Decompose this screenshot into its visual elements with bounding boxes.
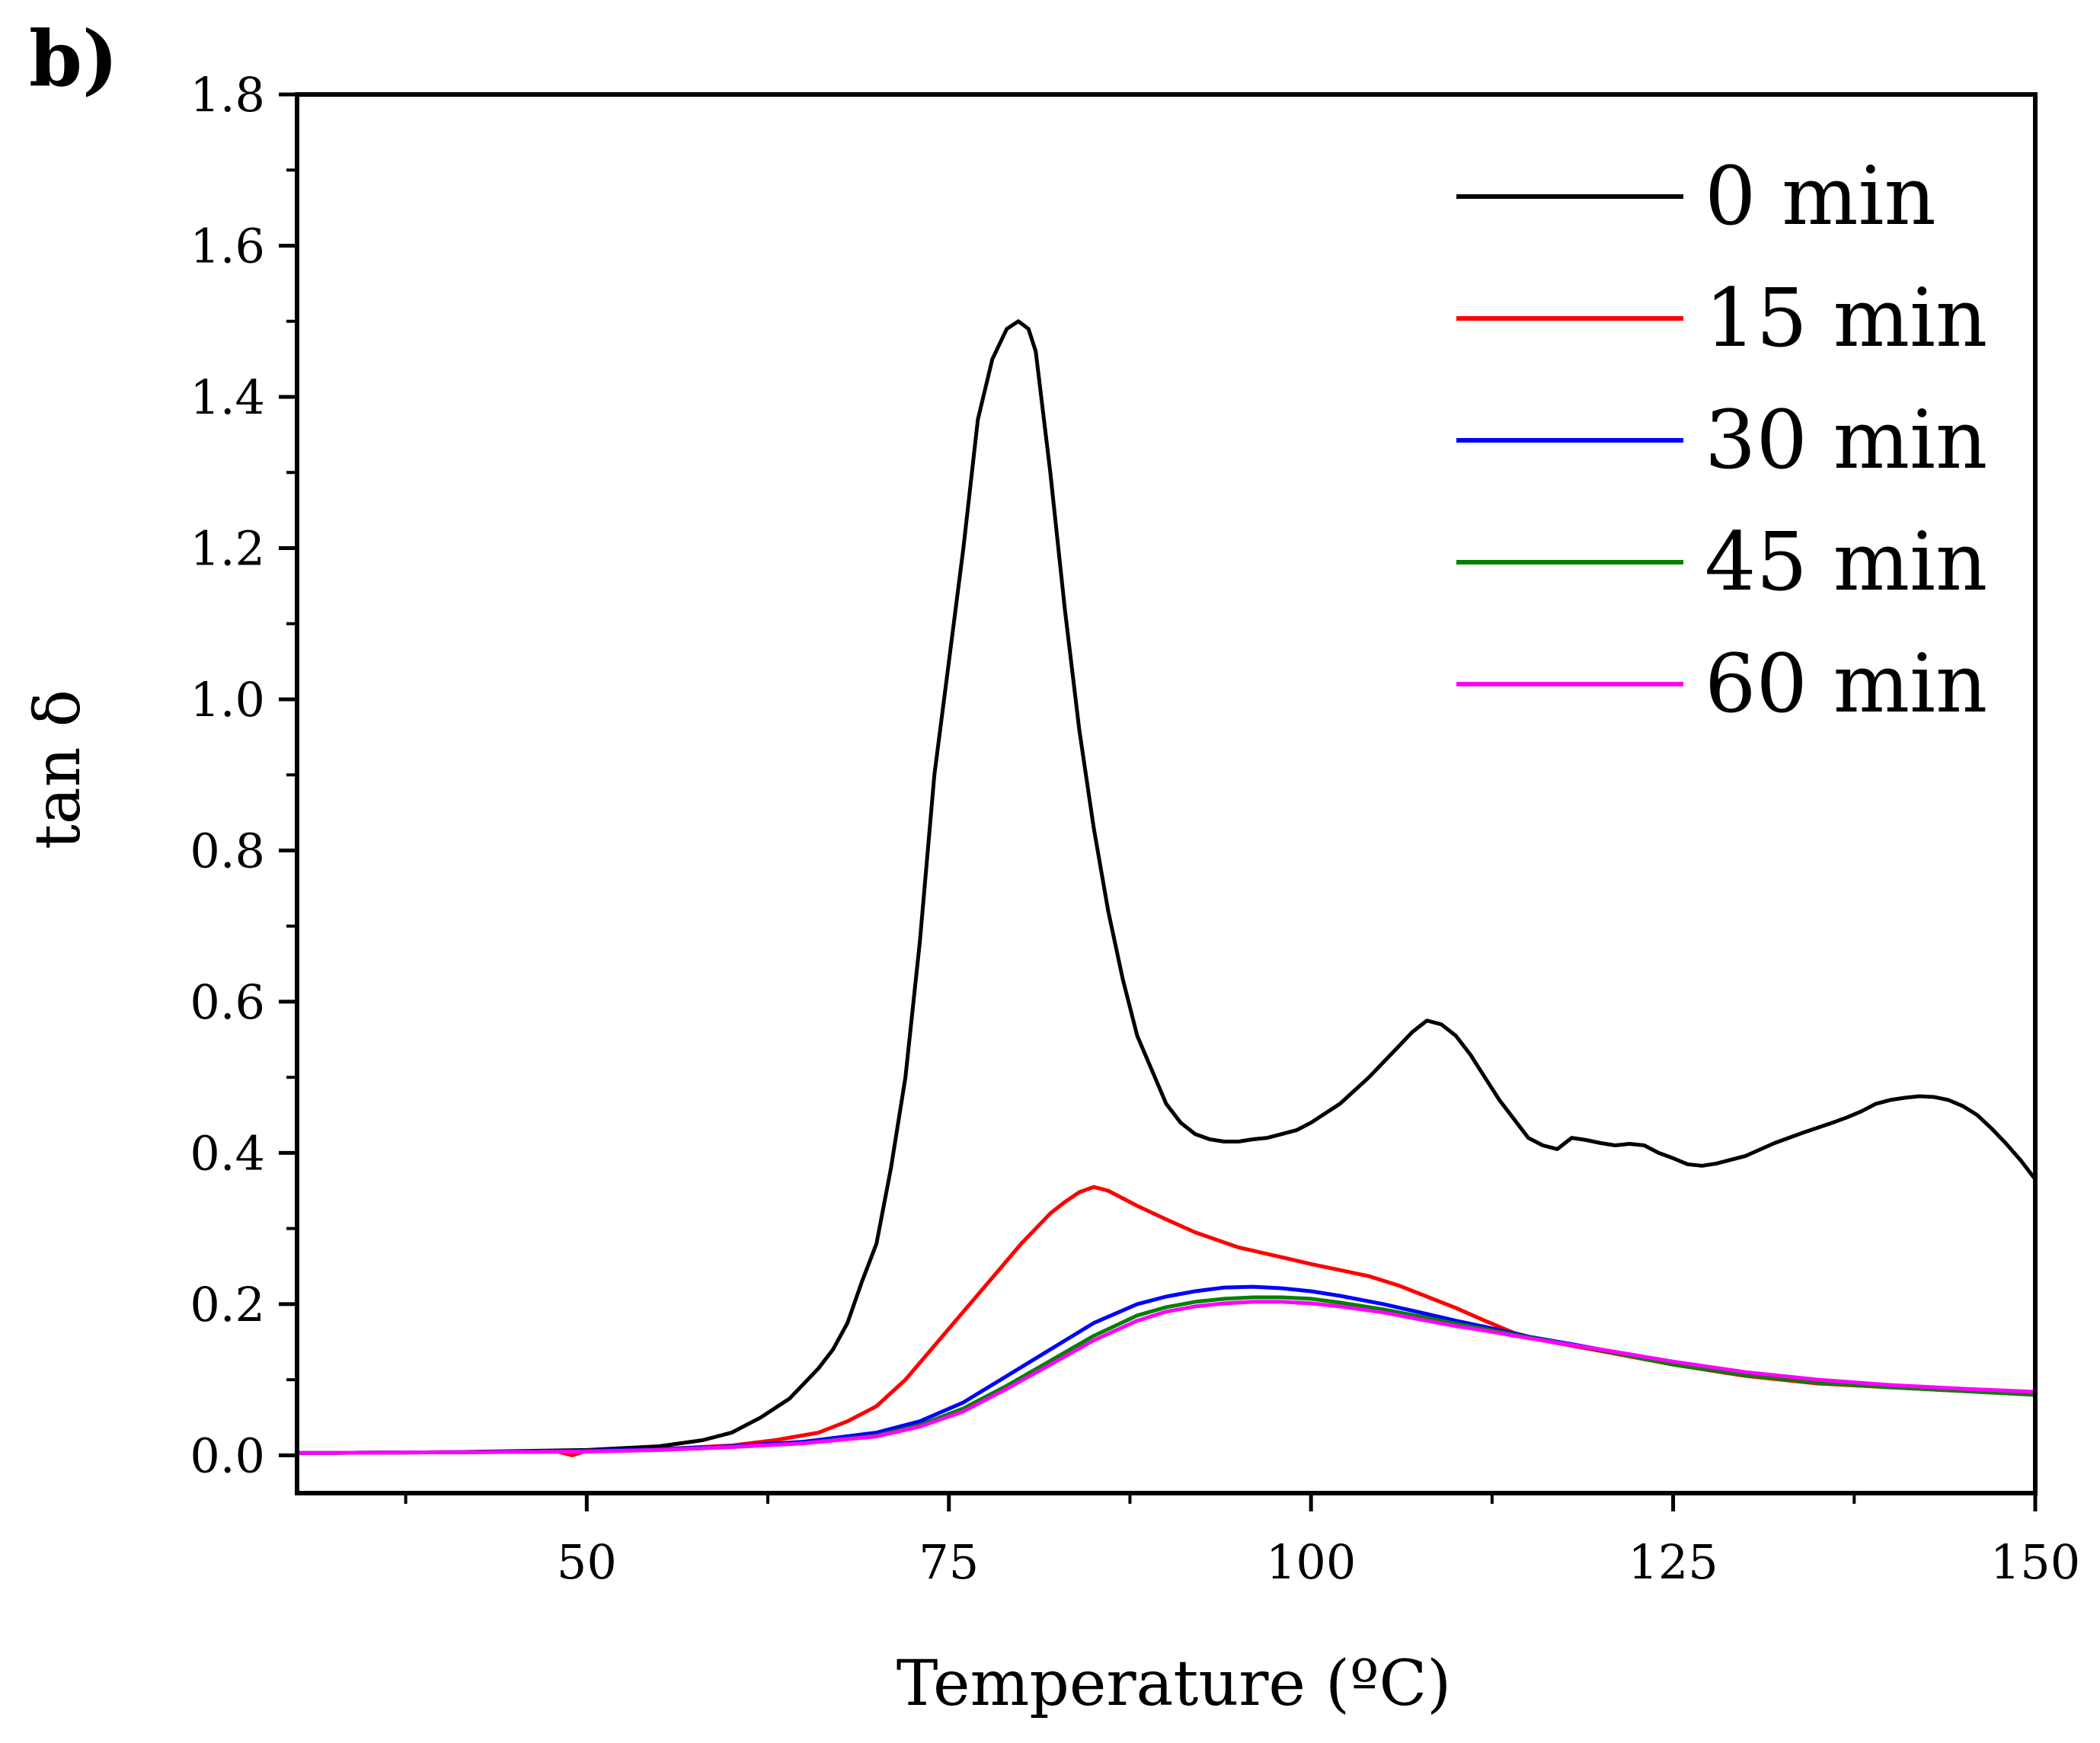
x-tick-label: 100 [1266,1534,1356,1590]
y-tick-label: 1.8 [190,67,265,123]
series-line-0-min [296,319,2037,1455]
legend: 0 min 15 min 30 min 45 min 60 min [1456,149,1987,731]
legend-label: 0 min [1705,149,1936,243]
y-tick-label: 0.2 [190,1277,265,1332]
panel-label: b) [29,14,118,104]
plot-series [296,319,2037,1457]
x-tick-label: 150 [1990,1534,2080,1590]
y-tick-label: 0.0 [190,1428,265,1483]
y-axis-ticks: 0.0 0.2 0.4 0.6 0.8 1.0 1.2 1.4 1.6 1.8 [190,67,297,1483]
y-tick-label: 0.6 [190,974,265,1030]
y-tick-label: 0.8 [190,823,265,878]
y-tick-label: 0.4 [190,1125,265,1181]
y-tick-label: 1.6 [190,218,265,273]
legend-label: 15 min [1705,271,1987,365]
y-tick-label: 1.2 [190,520,265,576]
legend-label: 30 min [1705,393,1987,487]
x-tick-label: 50 [557,1534,617,1590]
x-tick-label: 125 [1628,1534,1718,1590]
y-tick-label: 1.0 [190,672,265,728]
y-axis-title: tan δ [22,689,94,849]
x-axis-title: Temperature (ºC) [897,1648,1452,1720]
x-tick-label: 75 [919,1534,979,1590]
y-tick-label: 1.4 [190,369,265,425]
x-axis-ticks: 50 75 100 125 150 [404,1493,2080,1590]
plot-frame [295,92,2038,1495]
legend-label: 45 min [1705,515,1987,609]
legend-label: 60 min [1705,637,1987,731]
series-line-60-min [296,1300,2036,1455]
